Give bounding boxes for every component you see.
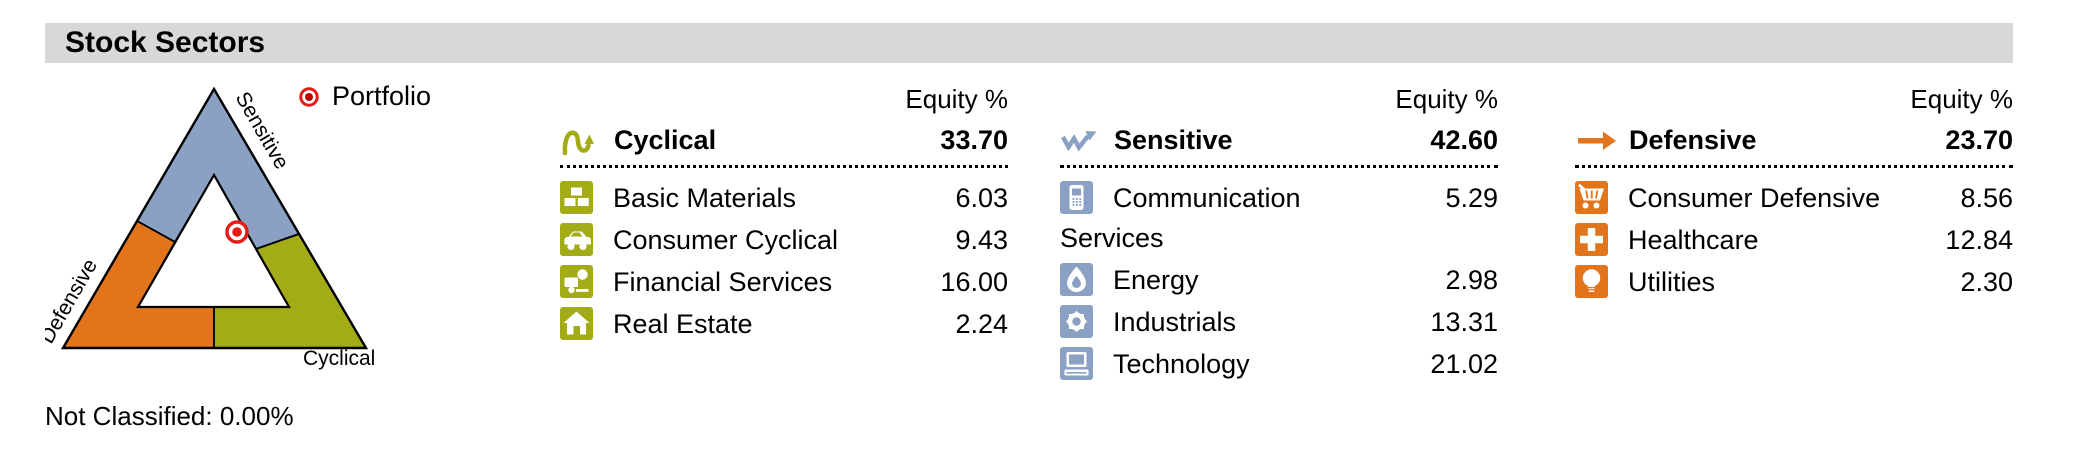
sector-row: Consumer Defensive 8.56: [1575, 178, 2013, 218]
equity-percent-header: Equity %: [1910, 84, 2013, 114]
super-sector-value: 23.70: [1945, 125, 2013, 155]
super-sector-name: Defensive: [1629, 125, 1757, 155]
not-classified-note: Not Classified: 0.00%: [45, 401, 294, 431]
sector-label: Energy: [1113, 265, 1199, 295]
sensitive-icon: [1060, 124, 1104, 157]
defensive-column: Equity % Defensive 23.70 Consumer Defens…: [1575, 85, 2013, 304]
utilities-icon: [1575, 265, 1608, 299]
sector-value: 9.43: [955, 225, 1008, 255]
energy-icon: [1060, 263, 1093, 297]
sector-row: Consumer Cyclical 9.43: [560, 220, 1008, 260]
page-title: Stock Sectors: [65, 26, 266, 59]
dotted-divider: [1575, 165, 2013, 168]
portfolio-marker-dot: [232, 227, 242, 237]
sector-label: Financial Services: [613, 267, 833, 297]
communication-services-icon: [1060, 181, 1093, 215]
technology-icon: [1060, 347, 1093, 381]
sector-triangle-diagram: Sensitive Defensive Cyclical: [45, 86, 375, 370]
dotted-divider: [560, 165, 1008, 168]
sector-value: 12.84: [1945, 225, 2013, 255]
sector-row: Communication Services 5.29: [1060, 178, 1498, 258]
super-sector-value: 33.70: [940, 125, 1008, 155]
sector-value: 2.30: [1960, 267, 2013, 297]
basic-materials-icon: [560, 181, 593, 215]
sector-value: 21.02: [1430, 349, 1498, 379]
section-header-bar: Stock Sectors: [45, 23, 2013, 63]
sector-row: Energy 2.98: [1060, 260, 1498, 300]
sensitive-column: Equity % Sensitive 42.60 Communication S…: [1060, 85, 1498, 386]
industrials-icon: [1060, 305, 1093, 339]
portfolio-marker-icon: [299, 86, 319, 107]
super-sector-row-cyclical: Cyclical 33.70: [560, 121, 1008, 159]
cyclical-icon: [560, 124, 604, 157]
consumer-cyclical-icon: [560, 223, 593, 257]
dotted-divider: [1060, 165, 1498, 168]
cyclical-column: Equity % Cyclical 33.70 Basic Materials …: [560, 85, 1008, 346]
super-sector-value: 42.60: [1430, 125, 1498, 155]
sector-value: 16.00: [940, 267, 1008, 297]
financial-services-icon: [560, 265, 593, 299]
sector-label: Basic Materials: [613, 183, 797, 213]
sector-row: Basic Materials 6.03: [560, 178, 1008, 218]
super-sector-name: Cyclical: [614, 125, 717, 155]
sector-row: Healthcare 12.84: [1575, 220, 2013, 260]
sector-label: Technology: [1113, 349, 1250, 379]
sector-label: Consumer Cyclical: [613, 225, 839, 255]
healthcare-icon: [1575, 223, 1608, 257]
sector-row: Industrials 13.31: [1060, 302, 1498, 342]
portfolio-legend: Portfolio: [297, 81, 431, 112]
sector-label: Communication Services: [1060, 183, 1301, 253]
sector-label: Consumer Defensive: [1628, 183, 1881, 213]
sector-value: 13.31: [1430, 307, 1498, 337]
super-sector-triangle-area: Sensitive Defensive Cyclical Portfolio: [45, 75, 525, 385]
consumer-defensive-icon: [1575, 181, 1608, 215]
sector-value: 5.29: [1445, 183, 1498, 213]
sector-row: Financial Services 16.00: [560, 262, 1008, 302]
triangle-label-cyclical: Cyclical: [303, 347, 375, 370]
sector-label: Real Estate: [613, 309, 753, 339]
sector-value: 8.56: [1960, 183, 2013, 213]
sector-row: Technology 21.02: [1060, 344, 1498, 384]
inner-triangle: [136, 172, 291, 309]
sector-row: Utilities 2.30: [1575, 262, 2013, 302]
equity-percent-header: Equity %: [1395, 84, 1498, 114]
equity-percent-header: Equity %: [905, 84, 1008, 114]
super-sector-row-sensitive: Sensitive 42.60: [1060, 121, 1498, 159]
sector-label: Industrials: [1113, 307, 1237, 337]
defensive-icon: [1575, 124, 1619, 157]
portfolio-legend-label: Portfolio: [332, 81, 432, 111]
sector-value: 2.98: [1445, 265, 1498, 295]
super-sector-row-defensive: Defensive 23.70: [1575, 121, 2013, 159]
real-estate-icon: [560, 307, 593, 341]
super-sector-name: Sensitive: [1114, 125, 1233, 155]
sector-value: 6.03: [955, 183, 1008, 213]
sector-row: Real Estate 2.24: [560, 304, 1008, 344]
outer-triangle: [60, 86, 369, 350]
sector-label: Healthcare: [1628, 225, 1759, 255]
sector-value: 2.24: [955, 309, 1008, 339]
sector-columns: Equity % Cyclical 33.70 Basic Materials …: [560, 85, 2013, 445]
sector-label: Utilities: [1628, 267, 1716, 297]
